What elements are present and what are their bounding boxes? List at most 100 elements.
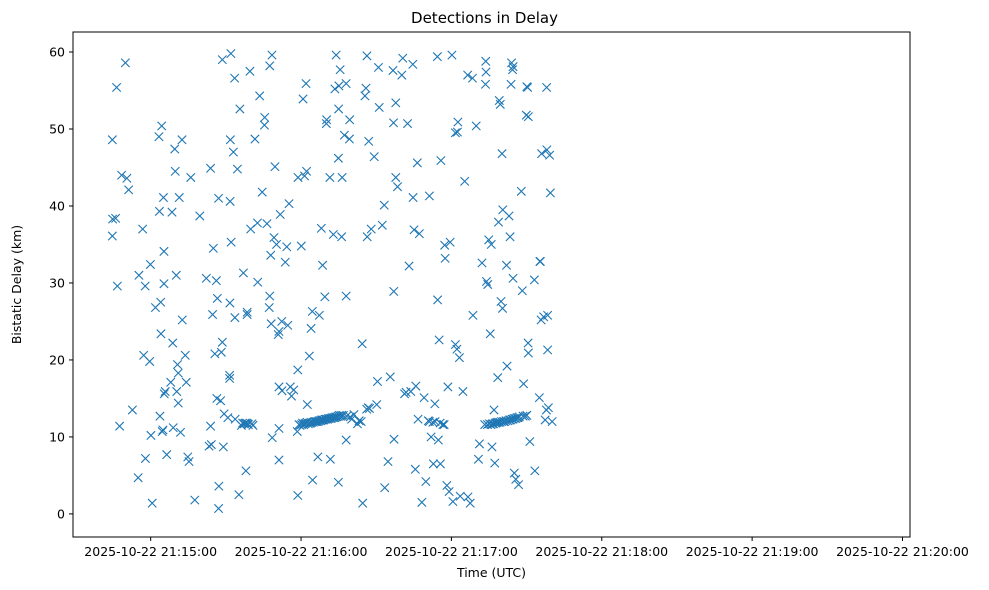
- data-point-marker: [434, 335, 444, 345]
- data-point-marker: [497, 303, 508, 313]
- data-point-marker: [156, 297, 166, 307]
- data-point-marker: [216, 396, 226, 406]
- data-point-marker: [321, 119, 331, 129]
- data-point-marker: [145, 356, 155, 367]
- data-point-marker: [170, 166, 180, 176]
- data-point-marker: [330, 84, 340, 94]
- data-point-marker: [328, 229, 338, 240]
- data-point-marker: [362, 51, 372, 61]
- data-point-marker: [341, 291, 351, 301]
- data-point-marker: [314, 310, 324, 320]
- data-point-marker: [171, 270, 181, 280]
- data-point-marker: [391, 98, 401, 108]
- data-point-marker: [391, 172, 401, 183]
- data-point-marker: [167, 207, 177, 217]
- data-point-marker: [430, 416, 440, 427]
- data-point-marker: [117, 170, 127, 180]
- data-point-marker: [147, 498, 157, 508]
- data-point-marker: [267, 50, 277, 60]
- data-point-marker: [342, 411, 352, 421]
- data-point-marker: [507, 414, 517, 424]
- data-point-marker: [225, 370, 235, 380]
- plot-area-frame: [72, 31, 911, 538]
- data-point-marker: [388, 65, 398, 76]
- data-point-marker: [186, 172, 196, 183]
- data-point-marker: [502, 361, 512, 371]
- data-point-marker: [404, 261, 414, 271]
- data-point-marker: [277, 316, 287, 327]
- data-point-marker: [361, 83, 371, 93]
- data-point-marker: [283, 320, 293, 330]
- data-point-marker: [435, 459, 445, 469]
- data-point-marker: [138, 224, 148, 234]
- data-point-marker: [158, 192, 169, 203]
- data-point-marker: [468, 310, 478, 320]
- data-point-marker: [159, 279, 169, 289]
- data-point-marker: [334, 104, 344, 114]
- data-point-marker: [484, 235, 494, 245]
- data-point-marker: [452, 127, 463, 137]
- data-point-marker: [372, 400, 382, 410]
- data-point-marker: [481, 276, 492, 287]
- data-point-marker: [174, 192, 184, 203]
- data-point-marker: [440, 253, 450, 263]
- data-point-marker: [173, 398, 183, 408]
- data-point-marker: [463, 70, 473, 80]
- data-point-marker: [274, 326, 284, 337]
- data-point-marker: [518, 411, 528, 421]
- y-tick-label: 10: [49, 429, 65, 444]
- data-point-marker: [284, 199, 294, 209]
- y-tick-label: 60: [49, 45, 65, 60]
- data-point-marker: [389, 434, 399, 444]
- data-point-marker: [172, 359, 183, 370]
- data-point-marker: [265, 61, 275, 71]
- data-point-marker: [433, 295, 443, 305]
- chart-title: Detections in Delay: [411, 9, 558, 27]
- data-point-marker: [225, 373, 235, 384]
- data-point-marker: [497, 149, 507, 159]
- data-point-marker: [445, 237, 455, 247]
- data-point-marker: [225, 135, 235, 145]
- data-point-marker: [398, 53, 408, 63]
- data-point-marker: [159, 389, 169, 399]
- data-point-marker: [122, 173, 132, 183]
- data-point-marker: [107, 231, 117, 241]
- data-point-marker: [428, 459, 438, 469]
- data-point-marker: [438, 420, 448, 430]
- data-point-marker: [301, 166, 312, 176]
- data-point-marker: [293, 365, 303, 375]
- data-point-marker: [473, 454, 484, 464]
- data-point-marker: [226, 237, 236, 247]
- data-point-marker: [286, 391, 297, 401]
- data-point-marker: [120, 58, 130, 68]
- data-point-marker: [495, 99, 505, 109]
- data-point-marker: [269, 232, 279, 243]
- data-point-marker: [443, 382, 453, 392]
- data-point-marker: [177, 315, 187, 325]
- data-point-marker: [485, 329, 495, 339]
- data-point-marker: [298, 94, 308, 104]
- data-point-marker: [259, 120, 270, 130]
- data-point-marker: [509, 468, 519, 478]
- data-point-marker: [253, 277, 263, 287]
- data-point-marker: [522, 410, 532, 420]
- data-point-marker: [463, 492, 473, 502]
- data-point-marker: [433, 435, 443, 445]
- data-point-marker: [483, 279, 493, 290]
- data-point-marker: [170, 144, 180, 154]
- data-point-marker: [413, 414, 423, 424]
- data-point-marker: [547, 416, 557, 427]
- data-point-marker: [419, 393, 429, 403]
- y-tick-label: 20: [49, 352, 65, 367]
- data-point-marker: [212, 293, 222, 303]
- data-point-marker: [190, 495, 200, 505]
- data-point-marker: [234, 490, 244, 500]
- data-point-marker: [383, 456, 393, 467]
- data-point-marker: [525, 436, 535, 447]
- data-point-marker: [289, 385, 299, 395]
- data-point-marker: [537, 149, 547, 159]
- data-point-marker: [208, 243, 218, 253]
- data-point-marker: [159, 246, 169, 256]
- data-point-marker: [542, 145, 552, 155]
